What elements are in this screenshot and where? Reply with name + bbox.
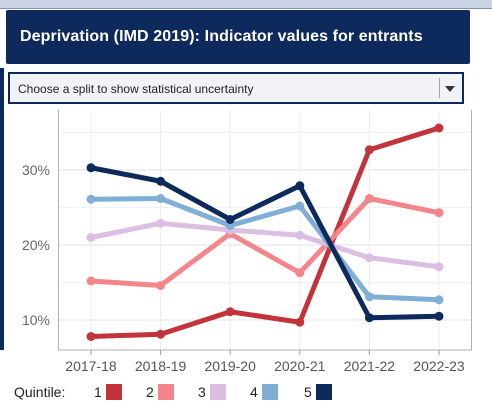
series-line[interactable] <box>88 125 442 339</box>
data-point[interactable] <box>225 307 235 317</box>
legend-swatch <box>316 384 332 400</box>
legend-label: 1 <box>94 384 102 400</box>
y-axis-labels: 10% 20% 30% <box>22 162 50 328</box>
y-tick-label: 20% <box>22 237 50 253</box>
series-line[interactable] <box>88 165 442 321</box>
data-point[interactable] <box>156 218 166 228</box>
left-accent-bar <box>0 68 4 350</box>
y-tick-label: 30% <box>22 162 50 178</box>
series-quintile-3 <box>86 218 444 272</box>
data-point[interactable] <box>156 281 166 290</box>
x-tick-label: 2018-19 <box>135 358 187 374</box>
data-point[interactable] <box>225 215 235 224</box>
legend-label: 3 <box>198 384 206 400</box>
legend-label: 5 <box>304 384 312 400</box>
legend-swatch <box>210 384 226 400</box>
data-point[interactable] <box>434 295 444 305</box>
legend-title: Quintile: <box>14 384 66 400</box>
split-dropdown[interactable]: Choose a split to show statistical uncer… <box>8 72 464 104</box>
data-point[interactable] <box>86 163 96 173</box>
series-quintile-2 <box>86 194 444 290</box>
data-point[interactable] <box>86 332 96 341</box>
data-point[interactable] <box>364 194 374 203</box>
x-tick-label: 2022-23 <box>413 358 465 374</box>
legend-swatch <box>262 384 278 400</box>
y-tick-label: 10% <box>22 312 50 328</box>
data-point[interactable] <box>86 194 96 204</box>
series-quintile-5 <box>86 163 444 323</box>
data-point[interactable] <box>364 253 374 263</box>
data-point[interactable] <box>156 176 166 186</box>
x-tick-label: 2020-21 <box>274 358 326 374</box>
data-point[interactable] <box>434 311 444 321</box>
x-axis-labels: 2017-18 2018-19 2019-20 2020-21 2021-22 2022-… <box>65 350 465 374</box>
series-quintile-4 <box>86 194 444 305</box>
data-point[interactable] <box>434 123 444 133</box>
data-point[interactable] <box>434 208 444 218</box>
top-strip <box>0 0 492 9</box>
chevron-down-icon <box>445 86 455 92</box>
data-point[interactable] <box>295 230 305 240</box>
data-point[interactable] <box>86 233 96 242</box>
series-line[interactable] <box>88 220 442 270</box>
data-point[interactable] <box>434 262 444 272</box>
data-point[interactable] <box>156 194 166 203</box>
series-layer <box>86 123 444 341</box>
legend-swatch <box>158 384 174 400</box>
series-line[interactable] <box>88 196 442 288</box>
legend-swatch <box>106 384 122 400</box>
chart-title: Deprivation (IMD 2019): Indicator values… <box>20 28 423 45</box>
legend-label: 4 <box>250 384 258 400</box>
x-tick-label: 2019-20 <box>205 358 257 374</box>
data-point[interactable] <box>295 268 305 278</box>
series-quintile-1 <box>86 123 444 341</box>
data-point[interactable] <box>156 329 166 339</box>
data-point[interactable] <box>86 276 96 286</box>
data-point[interactable] <box>295 317 305 327</box>
data-point[interactable] <box>295 201 305 211</box>
dropdown-button[interactable] <box>439 78 458 98</box>
split-dropdown-value: Choose a split to show statistical uncer… <box>18 82 254 96</box>
data-point[interactable] <box>364 145 374 155</box>
data-point[interactable] <box>364 292 374 302</box>
data-point[interactable] <box>295 181 305 191</box>
x-tick-label: 2017-18 <box>65 358 117 374</box>
x-tick-label: 2021-22 <box>344 358 396 374</box>
series-line[interactable] <box>88 196 442 303</box>
chart-header: Deprivation (IMD 2019): Indicator values… <box>6 10 470 64</box>
legend-label: 2 <box>146 384 154 400</box>
data-point[interactable] <box>364 313 374 323</box>
